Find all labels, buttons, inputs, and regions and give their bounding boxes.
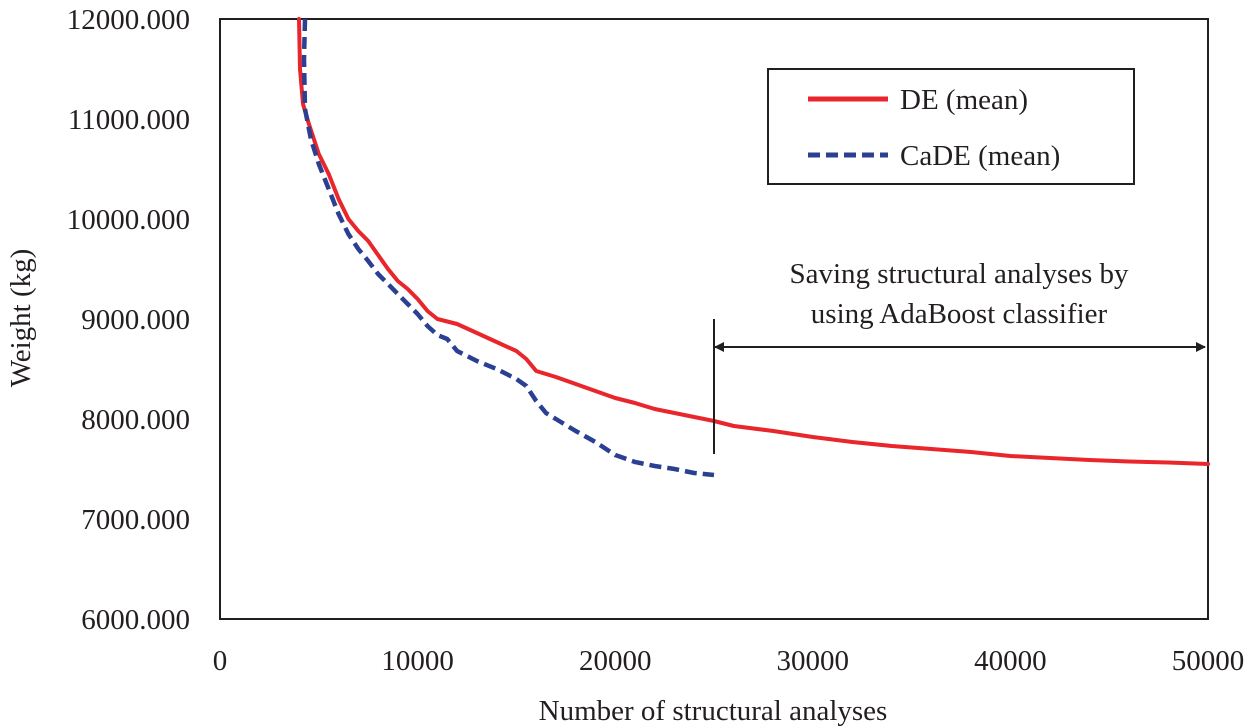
legend-box: [767, 68, 1135, 185]
annotation-text-line: Saving structural analyses by: [789, 258, 1129, 290]
y-axis-label: Weight (kg): [5, 249, 37, 388]
x-tick-label: 50000: [1172, 645, 1245, 677]
legend-label-de: DE (mean): [900, 84, 1028, 116]
y-tick-label: 12000.000: [67, 4, 190, 36]
y-tick-label: 6000.000: [81, 604, 190, 636]
plot-area-frame: [219, 18, 1209, 620]
legend-label-cade: CaDE (mean): [900, 140, 1060, 172]
x-tick-label: 20000: [579, 645, 652, 677]
x-tick-label: 30000: [777, 645, 850, 677]
legend: DE (mean) CaDE (mean): [767, 68, 1135, 185]
series-line-de: [297, 17, 1210, 466]
annotation-text-line: using AdaBoost classifier: [811, 298, 1108, 330]
x-axis-ticks: 0 10000 20000 30000 40000 50000: [213, 645, 1245, 677]
series-line-cade: [301, 18, 715, 478]
y-tick-label: 10000.000: [67, 204, 190, 236]
x-tick-label: 40000: [974, 645, 1047, 677]
y-tick-label: 11000.000: [68, 104, 190, 136]
series-layer: [297, 17, 1210, 478]
annotation-layer: Saving structural analyses by using AdaBo…: [713, 258, 1206, 454]
y-tick-label: 9000.000: [81, 304, 190, 336]
y-tick-label: 8000.000: [81, 404, 190, 436]
y-axis-ticks: 6000.000 7000.000 8000.000 9000.000 10000.00…: [67, 4, 190, 636]
x-tick-label: 0: [213, 645, 228, 677]
x-tick-label: 10000: [381, 645, 454, 677]
y-tick-label: 7000.000: [81, 504, 190, 536]
x-axis-label: Number of structural analyses: [539, 695, 888, 727]
